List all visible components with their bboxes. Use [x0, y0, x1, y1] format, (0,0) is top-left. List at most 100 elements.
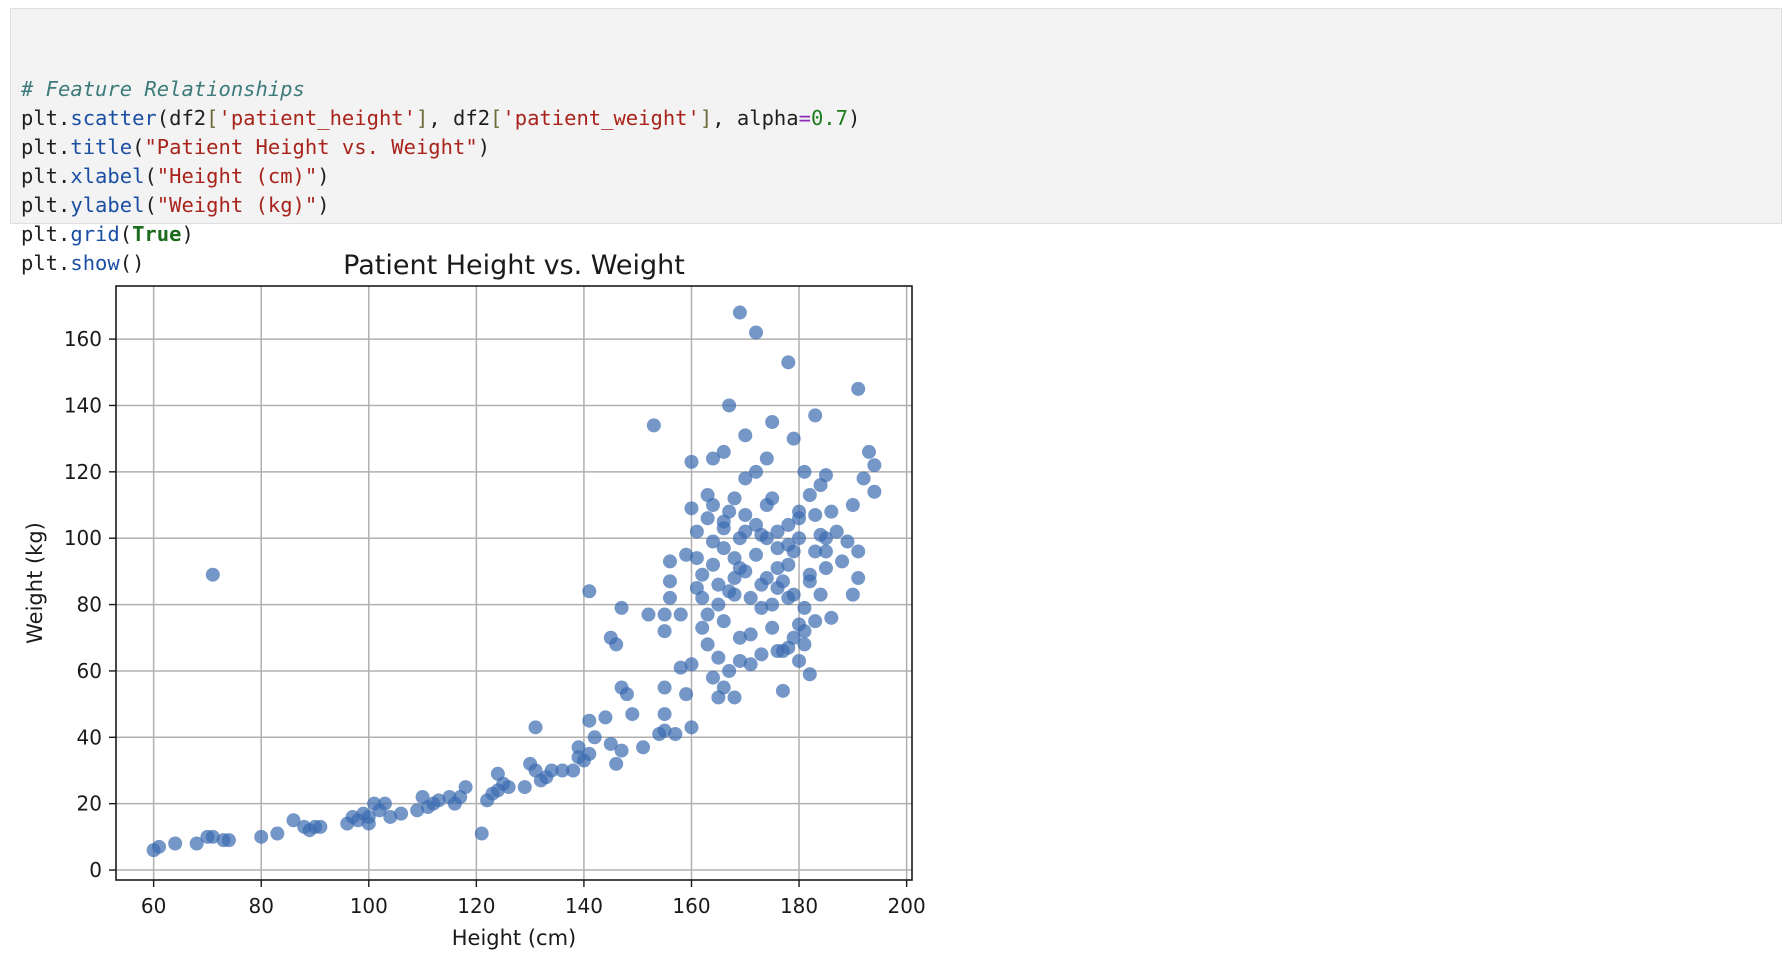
scatter-point	[792, 511, 807, 526]
code-token: (	[144, 164, 157, 188]
scatter-point	[625, 707, 640, 722]
scatter-point	[286, 813, 301, 828]
scatter-point	[749, 464, 764, 479]
scatter-point	[727, 690, 742, 705]
scatter-point	[152, 839, 167, 854]
scatter-point	[700, 511, 715, 526]
scatter-point	[759, 498, 774, 513]
scatter-point	[706, 557, 720, 572]
scatter-point	[851, 571, 866, 586]
scatter-point	[749, 547, 764, 562]
code-line: plt.ylabel("Weight (kg)")	[21, 191, 1771, 220]
scatter-point	[221, 833, 236, 848]
scatter-point	[205, 567, 220, 582]
scatter-point	[582, 746, 597, 761]
scatter-point	[770, 561, 785, 576]
code-token: # Feature Relationships	[21, 77, 305, 101]
scatter-point	[743, 590, 758, 605]
code-token: (	[144, 193, 157, 217]
scatter-point	[711, 650, 726, 665]
scatter-point	[254, 829, 269, 844]
code-token: 'patient_weight'	[502, 106, 700, 130]
x-tick-label: 100	[350, 894, 388, 918]
code-token: plt	[21, 251, 59, 275]
chart-title: Patient Height vs. Weight	[343, 250, 685, 281]
y-tick-label: 60	[77, 659, 102, 683]
scatter-point	[765, 620, 780, 635]
scatter-point	[636, 740, 651, 755]
scatter-point	[808, 614, 823, 629]
scatter-point	[759, 451, 774, 466]
scatter-point	[856, 471, 871, 486]
code-token: scatter	[70, 106, 157, 130]
code-token: True	[132, 222, 182, 246]
scatter-point	[706, 534, 720, 549]
code-cell[interactable]: # Feature Relationships plt.scatter(df2['…	[10, 8, 1782, 275]
y-tick-label: 20	[77, 792, 102, 816]
scatter-point	[738, 428, 753, 443]
x-tick-label: 180	[780, 894, 818, 918]
scatter-point	[205, 829, 220, 844]
scatter-point	[657, 707, 672, 722]
scatter-point	[603, 736, 618, 751]
scatter-point	[377, 796, 392, 811]
code-line: # Feature Relationships	[21, 75, 1771, 104]
scatter-point	[765, 597, 780, 612]
code-editor[interactable]: # Feature Relationships plt.scatter(df2['…	[21, 75, 1771, 278]
scatter-point	[619, 687, 634, 702]
code-line: plt.title("Patient Height vs. Weight")	[21, 133, 1771, 162]
scatter-point	[845, 587, 860, 602]
scatter-point	[394, 806, 409, 821]
x-tick-label: 140	[565, 894, 603, 918]
scatter-point	[566, 763, 581, 778]
scatter-point	[781, 537, 796, 552]
scatter-point	[851, 381, 866, 396]
scatter-point	[410, 803, 425, 818]
code-token: .	[58, 106, 71, 130]
x-tick-label: 160	[672, 894, 710, 918]
scatter-point	[706, 498, 720, 513]
scatter-point	[851, 544, 866, 559]
scatter-point	[517, 780, 532, 795]
scatter-point	[684, 454, 699, 469]
scatter-point	[845, 498, 860, 513]
scatter-point	[759, 531, 774, 546]
code-token: plt	[21, 106, 59, 130]
scatter-point	[835, 554, 850, 569]
x-tick-label: 200	[888, 894, 926, 918]
scatter-point	[727, 571, 742, 586]
scatter-point	[684, 720, 699, 735]
code-token: .	[58, 135, 71, 159]
scatter-point	[749, 517, 764, 532]
code-token: ]	[699, 106, 713, 130]
scatter-point	[716, 444, 731, 459]
y-tick-label: 100	[64, 526, 102, 550]
code-token: plt	[21, 135, 59, 159]
code-token: )	[317, 193, 330, 217]
code-token: (	[119, 222, 133, 246]
scatter-point	[754, 647, 769, 662]
scatter-point	[313, 819, 328, 834]
scatter-point	[474, 826, 489, 841]
x-tick-label: 80	[248, 894, 273, 918]
scatter-point	[797, 637, 812, 652]
scatter-point	[732, 653, 747, 668]
scatter-point	[555, 763, 570, 778]
x-tick-label: 60	[141, 894, 166, 918]
scatter-point	[673, 607, 688, 622]
scatter-point	[770, 541, 785, 556]
ticks: 60 80 100 120 140 160 180 200 0 20 40 60 80 100 120 140…	[64, 327, 926, 918]
y-tick-label: 160	[64, 327, 102, 351]
scatter-point	[824, 504, 839, 519]
scatter-point	[614, 600, 629, 615]
scatter-point	[765, 415, 780, 430]
code-token: grid	[70, 222, 120, 246]
scatter-point	[813, 527, 828, 542]
scatter-point	[824, 610, 839, 625]
code-token: plt	[21, 193, 59, 217]
code-token: xlabel	[70, 164, 145, 188]
scatter-point	[802, 488, 817, 503]
scatter-point	[797, 464, 812, 479]
y-tick-label: 0	[89, 858, 102, 882]
scatter-point	[689, 551, 704, 566]
